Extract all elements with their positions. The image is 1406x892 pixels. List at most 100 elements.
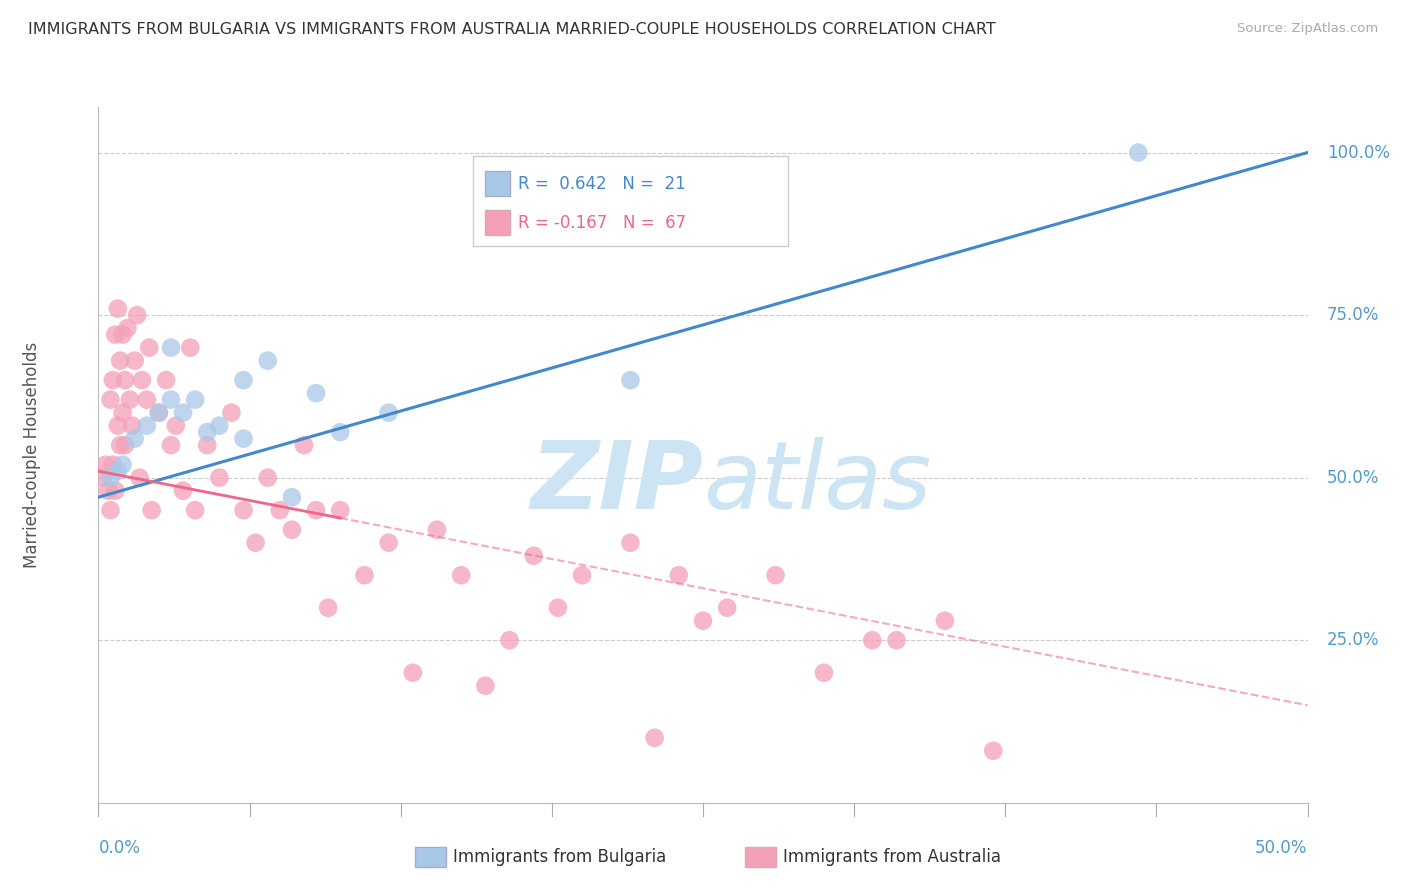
Point: [160, 341, 183, 355]
Point: [184, 392, 207, 407]
Point: [292, 438, 315, 452]
Text: Married-couple Households: Married-couple Households: [22, 342, 41, 568]
Point: [148, 406, 170, 420]
Point: [131, 373, 153, 387]
Point: [160, 438, 183, 452]
Point: [94, 458, 117, 472]
Point: [111, 406, 134, 420]
Text: Source: ZipAtlas.com: Source: ZipAtlas.com: [1237, 22, 1378, 36]
Point: [155, 373, 177, 387]
Point: [101, 373, 124, 387]
Point: [165, 418, 187, 433]
Point: [716, 600, 738, 615]
Point: [128, 471, 150, 485]
Point: [571, 568, 593, 582]
Text: Immigrants from Bulgaria: Immigrants from Bulgaria: [453, 848, 666, 866]
Point: [104, 327, 127, 342]
Point: [135, 418, 157, 433]
Text: 100.0%: 100.0%: [1327, 144, 1391, 161]
Point: [232, 373, 254, 387]
Point: [860, 633, 883, 648]
Point: [195, 425, 218, 439]
Point: [148, 406, 170, 420]
Point: [127, 308, 149, 322]
Point: [934, 614, 956, 628]
Text: IMMIGRANTS FROM BULGARIA VS IMMIGRANTS FROM AUSTRALIA MARRIED-COUPLE HOUSEHOLDS : IMMIGRANTS FROM BULGARIA VS IMMIGRANTS F…: [28, 22, 995, 37]
Point: [281, 490, 304, 504]
Point: [118, 392, 141, 407]
Point: [765, 568, 787, 582]
Point: [135, 392, 157, 407]
Text: atlas: atlas: [703, 437, 931, 528]
Point: [91, 471, 114, 485]
Point: [619, 373, 641, 387]
Point: [141, 503, 163, 517]
Point: [305, 386, 328, 401]
Point: [329, 425, 352, 439]
Text: 50.0%: 50.0%: [1256, 838, 1308, 856]
Point: [97, 483, 120, 498]
Point: [256, 353, 278, 368]
Point: [160, 392, 183, 407]
Point: [232, 432, 254, 446]
Point: [100, 503, 122, 517]
Point: [886, 633, 908, 648]
Point: [117, 321, 139, 335]
Point: [353, 568, 375, 582]
Point: [124, 432, 146, 446]
Point: [138, 341, 160, 355]
Point: [184, 503, 207, 517]
Point: [377, 406, 399, 420]
Text: 25.0%: 25.0%: [1327, 632, 1379, 649]
Point: [547, 600, 569, 615]
Point: [107, 301, 129, 316]
Point: [221, 406, 243, 420]
Point: [316, 600, 339, 615]
Text: 75.0%: 75.0%: [1327, 306, 1379, 324]
Point: [100, 392, 122, 407]
Point: [172, 406, 194, 420]
Point: [474, 679, 496, 693]
Point: [172, 483, 194, 498]
Point: [121, 418, 143, 433]
Point: [668, 568, 690, 582]
Point: [692, 614, 714, 628]
Point: [232, 503, 254, 517]
Point: [114, 438, 136, 452]
Point: [523, 549, 546, 563]
Point: [108, 438, 131, 452]
Text: 0.0%: 0.0%: [98, 838, 141, 856]
Text: 50.0%: 50.0%: [1327, 468, 1379, 487]
Point: [245, 535, 267, 549]
Point: [402, 665, 425, 680]
Point: [208, 471, 231, 485]
Point: [114, 373, 136, 387]
Text: R =  0.642   N =  21: R = 0.642 N = 21: [519, 175, 686, 193]
Text: R = -0.167   N =  67: R = -0.167 N = 67: [519, 214, 686, 232]
Point: [100, 471, 122, 485]
Point: [179, 341, 201, 355]
Point: [498, 633, 520, 648]
Point: [305, 503, 328, 517]
Point: [426, 523, 449, 537]
Point: [107, 418, 129, 433]
Point: [1128, 145, 1150, 160]
Point: [377, 535, 399, 549]
Point: [101, 458, 124, 472]
Point: [450, 568, 472, 582]
Point: [813, 665, 835, 680]
Point: [111, 458, 134, 472]
Point: [269, 503, 291, 517]
Point: [124, 353, 146, 368]
Point: [111, 327, 134, 342]
Point: [195, 438, 218, 452]
Point: [281, 523, 304, 537]
Point: [329, 503, 352, 517]
Point: [107, 464, 129, 478]
Point: [644, 731, 666, 745]
Point: [256, 471, 278, 485]
Text: ZIP: ZIP: [530, 437, 703, 529]
Point: [208, 418, 231, 433]
Text: Immigrants from Australia: Immigrants from Australia: [783, 848, 1001, 866]
Point: [981, 744, 1004, 758]
